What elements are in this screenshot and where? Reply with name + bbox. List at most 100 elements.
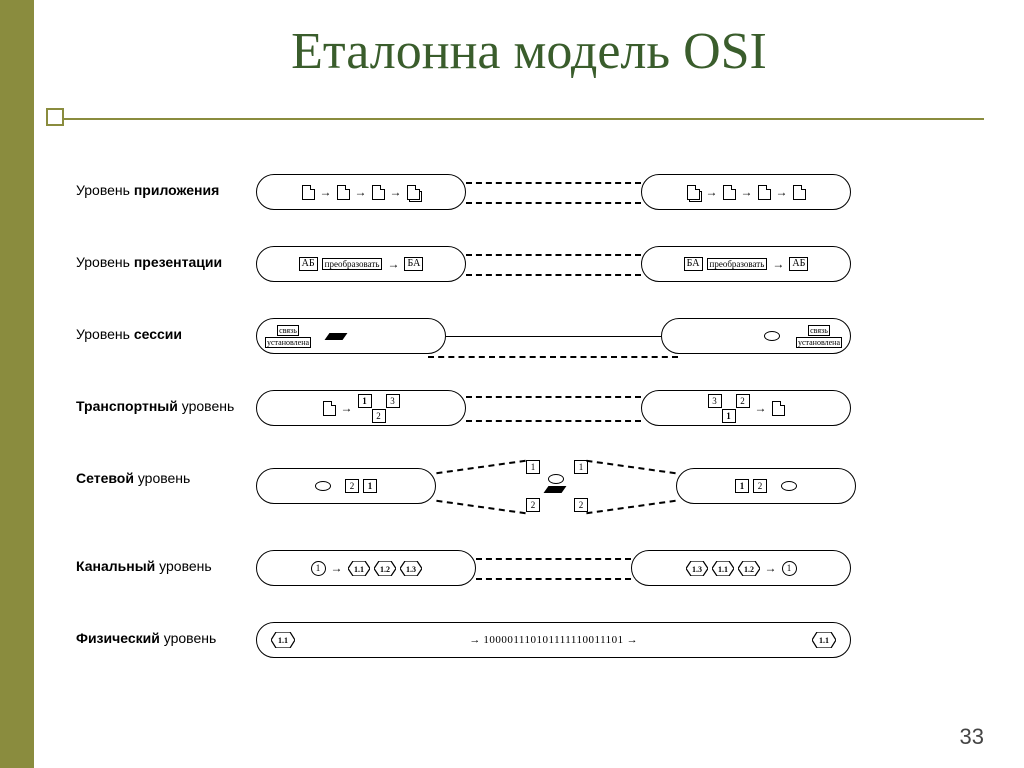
hex-icon: 1.3 (686, 561, 708, 576)
solid-link (446, 336, 661, 337)
pkt-box: 1 (526, 460, 540, 474)
capsule-full: 1.1 → 100001110101111110011101 → 1.1 (256, 622, 851, 658)
seg-box: 2 (372, 409, 386, 423)
capsule-left: → → → (256, 174, 466, 210)
oval-icon (781, 481, 797, 491)
dashed-link (466, 254, 641, 256)
dashed-link (428, 356, 678, 358)
seg-box: 1 (358, 394, 372, 408)
action-box: преобразовать (707, 258, 768, 270)
parallelogram-icon (325, 333, 348, 340)
text-box: АБ (789, 257, 808, 271)
osi-diagram: Уровень приложения → → → → → → Уровень п… (76, 170, 956, 690)
text-box: БА (684, 257, 703, 271)
oval-icon (548, 474, 564, 484)
svg-text:1.1: 1.1 (278, 636, 288, 645)
oval-icon (764, 331, 780, 341)
pkt-box: 2 (526, 498, 540, 512)
layer-row-network: Сетевой уровень 2 1 1 1 2 2 1 2 (76, 458, 956, 522)
capsule-right: связь установлена (661, 318, 851, 354)
svg-text:1.2: 1.2 (380, 565, 390, 574)
dashed-link (466, 274, 641, 276)
pkt-box: 2 (753, 479, 767, 493)
frame-end: 1 (782, 561, 797, 576)
svg-text:1.1: 1.1 (354, 565, 364, 574)
layer-label: Физический уровень (76, 630, 251, 646)
layer-row-application: Уровень приложения → → → → → → (76, 170, 956, 218)
arrow-icon: → (389, 185, 403, 200)
svg-text:1.3: 1.3 (406, 565, 416, 574)
pkt-box: 1 (574, 460, 588, 474)
layer-label: Уровень сессии (76, 326, 251, 342)
doc-icon (793, 185, 806, 200)
svg-text:1.1: 1.1 (819, 636, 829, 645)
slide-sidebar (0, 0, 34, 768)
dashed-link (466, 182, 641, 184)
action-box: преобразовать (322, 258, 383, 270)
doc-icon (372, 185, 385, 200)
hex-icon: 1.2 (738, 561, 760, 576)
hex-icon: 1.1 (271, 632, 295, 648)
dashed-link (476, 558, 631, 560)
arrow-icon: → (705, 185, 719, 200)
dashed-link (466, 420, 641, 422)
doc-icon (723, 185, 736, 200)
dashed-link (476, 578, 631, 580)
doc-icon (772, 401, 785, 416)
arrow-icon: → (354, 185, 368, 200)
hex-icon: 1.1 (812, 632, 836, 648)
capsule-left: АБ преобразовать → БА (256, 246, 466, 282)
pkt-box: 1 (735, 479, 749, 493)
doc-icon (337, 185, 350, 200)
doc-icon (323, 401, 336, 416)
layer-label: Канальный уровень (76, 558, 251, 574)
capsule-right: 1.3 1.1 1.2 → 1 (631, 550, 851, 586)
seg-col: 32 1 (708, 394, 750, 423)
arrow-icon: → (340, 401, 354, 416)
pkt-box: 2 (574, 498, 588, 512)
bitstream: 100001110101111110011101 (483, 634, 623, 646)
layer-label: Транспортный уровень (76, 398, 251, 414)
arrow-icon: → (771, 257, 785, 272)
capsule-left: 2 1 (256, 468, 436, 504)
arrow-icon: → (330, 561, 344, 576)
hex-icon: 1.1 (348, 561, 370, 576)
text-box: БА (404, 257, 423, 271)
dashed-link (466, 396, 641, 398)
doc-stack-icon (407, 185, 421, 200)
arrow-icon: → (764, 561, 778, 576)
text-box: АБ (299, 257, 318, 271)
layer-row-presentation: Уровень презентации АБ преобразовать → Б… (76, 242, 956, 290)
capsule-left: → 13 2 (256, 390, 466, 426)
layer-row-datalink: Канальный уровень 1 → 1.1 1.2 1.3 1.3 1.… (76, 546, 956, 594)
arrow-icon: → (740, 185, 754, 200)
title-rule (54, 118, 984, 120)
layer-row-session: Уровень сессии связь установлена связь у… (76, 314, 956, 362)
doc-icon (302, 185, 315, 200)
doc-stack-icon (687, 185, 701, 200)
seg-box: 2 (736, 394, 750, 408)
svg-text:1.1: 1.1 (718, 565, 728, 574)
router-cluster: 1 1 2 2 (496, 458, 616, 518)
capsule-right: БА преобразовать → АБ (641, 246, 851, 282)
msg-box: связь установлена (796, 325, 842, 348)
hex-icon: 1.3 (400, 561, 422, 576)
dashed-link (466, 202, 641, 204)
slide-title: Еталонна модель OSI (34, 22, 1024, 81)
oval-icon (315, 481, 331, 491)
arrow-icon: → (319, 185, 333, 200)
hex-icon: 1.2 (374, 561, 396, 576)
svg-text:1.2: 1.2 (744, 565, 754, 574)
layer-label: Уровень приложения (76, 182, 251, 198)
capsule-left: связь установлена (256, 318, 446, 354)
layer-label: Уровень презентации (76, 254, 251, 270)
msg-box: связь установлена (265, 325, 311, 348)
svg-text:1.3: 1.3 (692, 565, 702, 574)
doc-icon (758, 185, 771, 200)
page-number: 33 (960, 724, 984, 750)
hex-icon: 1.1 (712, 561, 734, 576)
arrow-icon: → (775, 185, 789, 200)
seg-box: 3 (386, 394, 400, 408)
arrow-icon: → (386, 257, 400, 272)
arrow-icon: → (754, 401, 768, 416)
